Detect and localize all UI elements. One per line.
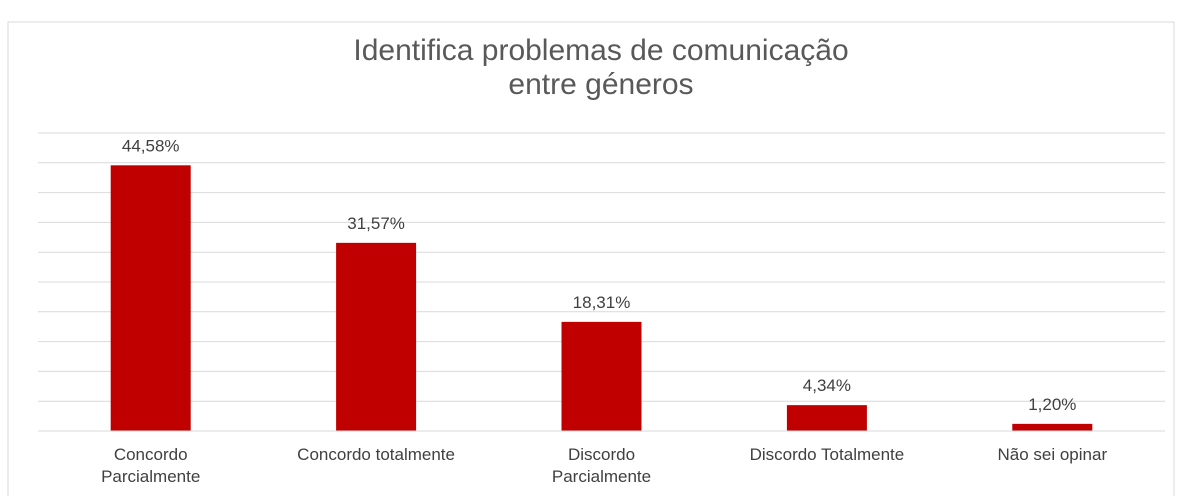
bar (561, 321, 642, 431)
data-label: 31,57% (347, 214, 405, 233)
data-label: 18,31% (573, 293, 631, 312)
x-tick-label: Discordo Totalmente (750, 445, 905, 464)
x-tick-label: Discordo Parcialmente (552, 445, 651, 486)
bar (786, 405, 867, 431)
x-tick-label: Concordo Parcialmente (101, 445, 200, 486)
bar (336, 242, 417, 431)
bar (110, 165, 191, 431)
data-label: 4,34% (803, 376, 851, 395)
data-label: 1,20% (1028, 395, 1076, 414)
chart-title: Identifica problemas de comunicação entre… (353, 34, 848, 101)
x-tick-label: Não sei opinar (997, 445, 1107, 464)
data-label: 44,58% (122, 136, 180, 155)
x-tick-label: Concordo totalmente (297, 445, 455, 464)
bar (1012, 423, 1093, 431)
